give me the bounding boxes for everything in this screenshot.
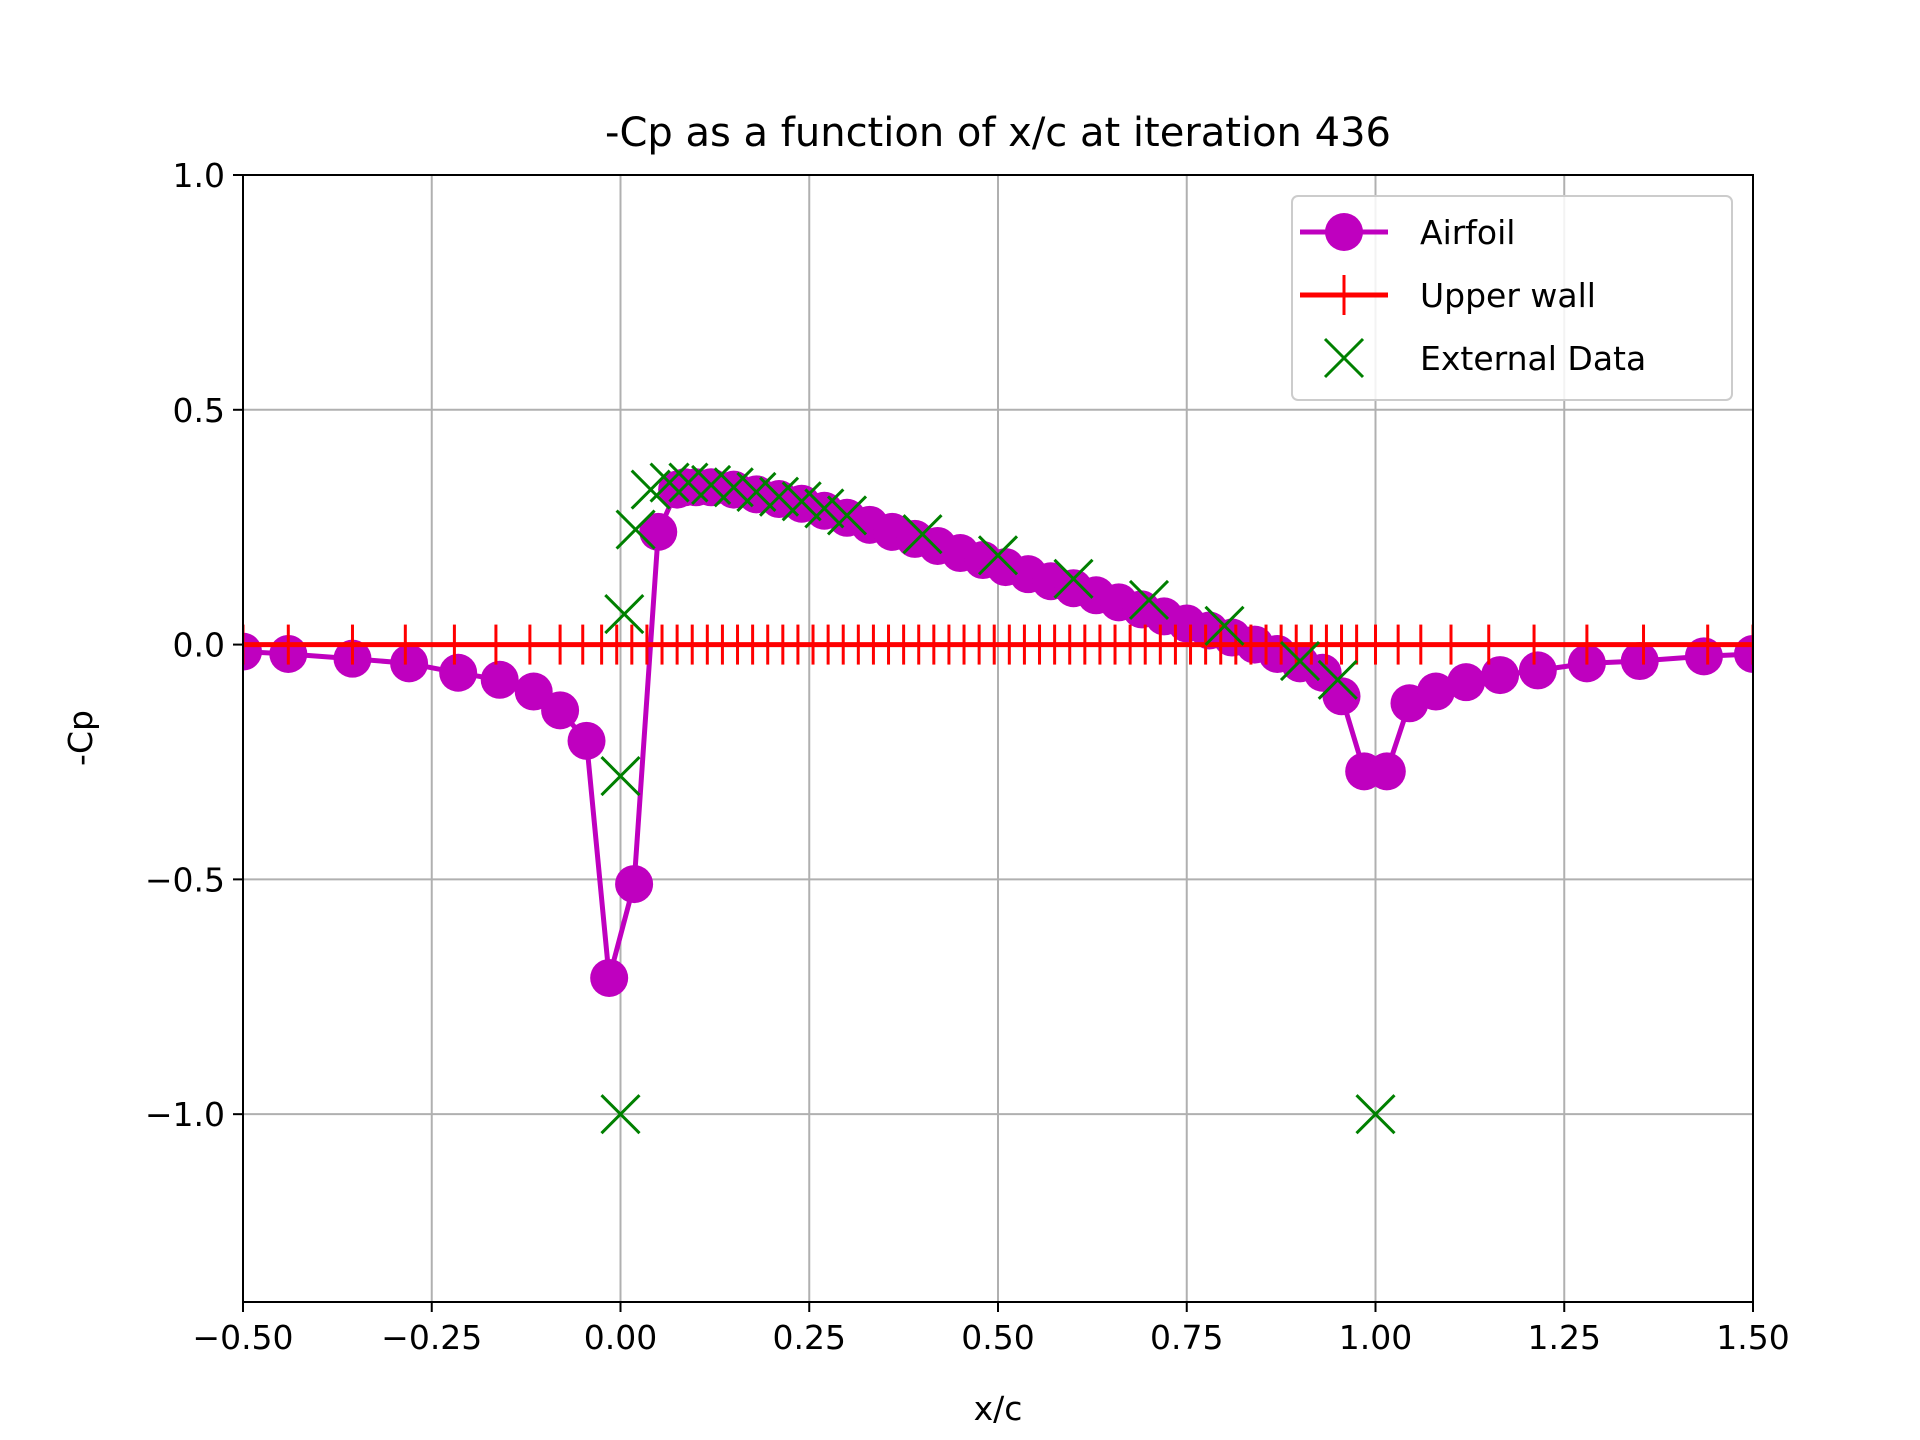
- data-point: [781, 481, 822, 522]
- legend-item: Upper wall: [1300, 275, 1596, 315]
- y-tick-label: 0.0: [173, 626, 225, 665]
- data-point: [615, 865, 654, 904]
- data-point: [1416, 672, 1455, 711]
- data-point: [1468, 624, 1509, 665]
- data-point: [1620, 642, 1659, 681]
- data-point: [567, 721, 606, 760]
- data-point: [541, 691, 580, 730]
- x-tick-label: 1.25: [1528, 1318, 1601, 1357]
- data-point: [1367, 752, 1406, 791]
- data-point: [385, 624, 426, 665]
- legend-item: External Data: [1323, 337, 1646, 379]
- x-tick-label: 0.00: [584, 1318, 657, 1357]
- data-point: [1514, 624, 1555, 665]
- legend-marker: [1325, 213, 1363, 251]
- data-point: [1566, 624, 1607, 665]
- legend-marker: [1323, 337, 1365, 379]
- y-tick-label: −1.0: [145, 1095, 225, 1134]
- legend-box: [1291, 195, 1733, 401]
- data-point: [268, 624, 309, 665]
- data-point: [1204, 605, 1245, 646]
- data-point: [615, 509, 656, 550]
- x-tick-label: −0.50: [192, 1318, 293, 1357]
- data-point: [332, 624, 373, 665]
- series-upper-wall: [243, 624, 1753, 665]
- data-point: [480, 660, 519, 699]
- data-point: [1481, 656, 1520, 695]
- data-point: [243, 624, 263, 665]
- data-point: [902, 514, 943, 555]
- y-tick-label: 0.5: [173, 391, 225, 430]
- data-point: [1053, 558, 1094, 599]
- legend-label: Airfoil: [1420, 213, 1515, 252]
- data-point: [977, 535, 1019, 576]
- data-point: [1317, 659, 1358, 700]
- data-point: [590, 958, 629, 997]
- data-point: [804, 488, 845, 529]
- data-point: [826, 495, 868, 536]
- x-tick-label: 0.25: [773, 1318, 846, 1357]
- x-tick-label: 1.50: [1716, 1318, 1789, 1357]
- x-tick-label: −0.25: [381, 1318, 482, 1357]
- legend: Airfoil Upper wall External Data: [1291, 195, 1733, 401]
- x-tick-label: 1.00: [1339, 1318, 1412, 1357]
- y-tick-label: −0.5: [145, 860, 225, 899]
- x-tick-label: 0.75: [1150, 1318, 1223, 1357]
- data-point: [1431, 624, 1471, 665]
- data-point: [514, 672, 553, 711]
- data-point: [1518, 651, 1557, 690]
- data-point: [1447, 663, 1486, 702]
- data-point: [1128, 579, 1170, 621]
- data-point: [390, 644, 429, 683]
- y-tick-label: 1.0: [173, 156, 225, 195]
- legend-label: External Data: [1420, 339, 1646, 378]
- series-layer: [243, 462, 1753, 1135]
- data-point: [649, 462, 690, 503]
- legend-item: Airfoil: [1300, 213, 1515, 252]
- data-point: [1279, 640, 1321, 682]
- data-point: [600, 1094, 641, 1135]
- data-point: [604, 593, 645, 635]
- data-point: [1623, 624, 1664, 665]
- data-point: [1355, 1094, 1396, 1135]
- chart-title: -Cp as a function of x/c at iteration 43…: [605, 110, 1391, 156]
- data-point: [434, 624, 475, 665]
- y-axis-label: -Cp: [61, 710, 100, 766]
- data-point: [600, 756, 641, 797]
- data-point: [475, 624, 516, 665]
- data-point: [1733, 624, 1753, 665]
- data-point: [439, 653, 478, 692]
- x-axis-label: x/c: [974, 1389, 1023, 1428]
- series-external-data: [600, 462, 1396, 1135]
- data-point: [1687, 624, 1728, 665]
- legend-label: Upper wall: [1420, 276, 1596, 315]
- x-tick-label: 0.50: [961, 1318, 1034, 1357]
- ticks: −0.50 −0.25 0.00 0.25 0.50 0.75 1.00 1.25 1.50 −1…: [145, 156, 1790, 1357]
